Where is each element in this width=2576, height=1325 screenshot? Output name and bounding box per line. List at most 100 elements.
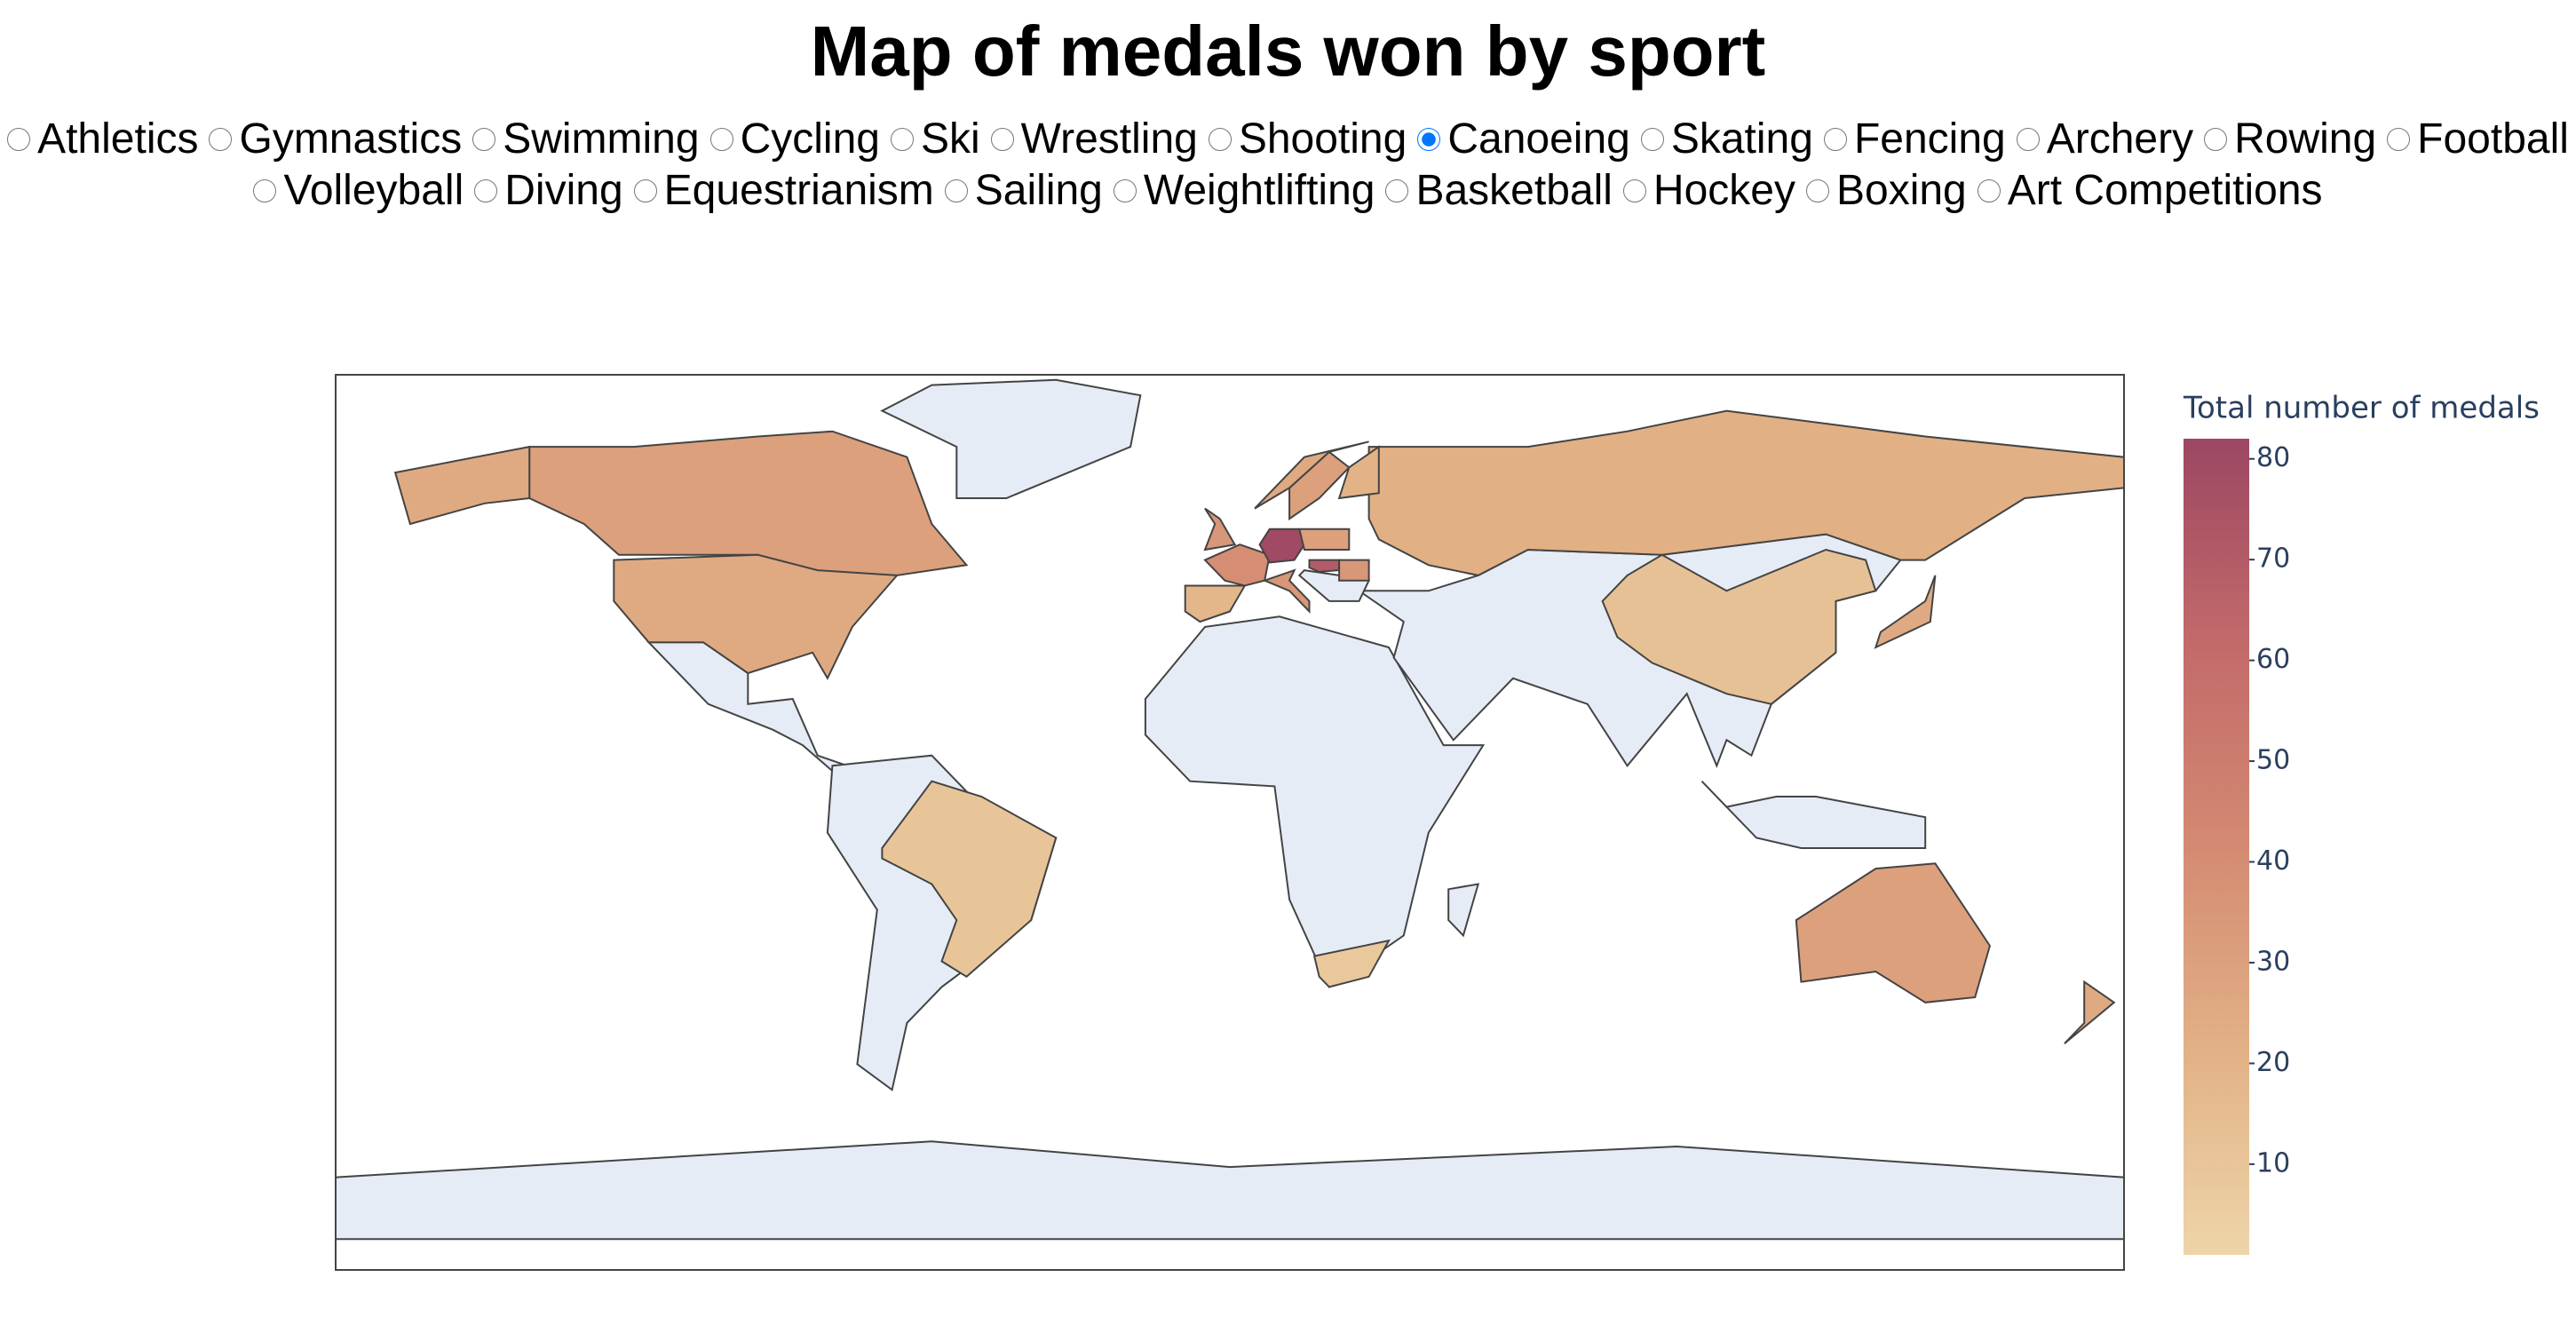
country	[1337, 445, 1380, 500]
sport-radio[interactable]	[1640, 128, 1664, 151]
country	[613, 553, 900, 680]
sport-radio[interactable]	[944, 179, 968, 202]
sport-option[interactable]: Boxing	[1801, 165, 1967, 217]
sport-option[interactable]: Rowing	[2199, 114, 2376, 165]
sport-radio[interactable]	[253, 179, 277, 202]
sport-radio[interactable]	[209, 128, 233, 151]
sport-radio[interactable]	[1113, 179, 1137, 202]
sport-option[interactable]: Diving	[469, 165, 623, 217]
sport-label: Basketball	[1415, 167, 1613, 214]
sport-label: Cycling	[740, 115, 880, 163]
country	[1601, 548, 1877, 705]
sport-label: Hockey	[1653, 167, 1795, 214]
colorbar-tick-label: 20	[2256, 1047, 2290, 1078]
country	[1203, 507, 1237, 551]
sport-radio[interactable]	[2204, 128, 2228, 151]
colorbar	[2184, 439, 2249, 1255]
sport-radio[interactable]	[2016, 128, 2040, 151]
country	[2064, 980, 2116, 1044]
country	[528, 430, 969, 592]
sport-label: Equestrianism	[663, 167, 934, 214]
sport-radio[interactable]	[1805, 179, 1829, 202]
sport-option[interactable]: Shooting	[1203, 114, 1407, 165]
sport-radio-group: Athletics Gymnastics Swimming Cycling Ski Wre…	[0, 114, 2576, 217]
country	[393, 445, 531, 526]
land-no-data	[826, 754, 1058, 1091]
country	[1874, 575, 1937, 649]
sport-option[interactable]: Canoeing	[1412, 114, 1630, 165]
sport-option[interactable]: Equestrianism	[629, 165, 934, 217]
sport-radio[interactable]	[890, 128, 914, 151]
sport-option[interactable]: Hockey	[1618, 165, 1795, 217]
sport-radio[interactable]	[2387, 128, 2411, 151]
land-no-data	[1144, 615, 1486, 988]
colorbar-tick-label: 30	[2256, 946, 2290, 977]
sport-label: Archery	[2046, 115, 2194, 163]
sport-option[interactable]: Sailing	[939, 165, 1103, 217]
country	[1312, 939, 1391, 988]
sport-radio[interactable]	[474, 179, 498, 202]
sport-option[interactable]: Gymnastics	[203, 114, 462, 165]
land-no-data	[335, 1140, 2125, 1241]
colorbar-title: Total number of medals	[2183, 391, 2540, 426]
sport-radio[interactable]	[472, 128, 496, 151]
sport-option[interactable]: Ski	[885, 114, 980, 165]
sport-option[interactable]: Basketball	[1380, 165, 1613, 217]
sport-option[interactable]: Cycling	[705, 114, 880, 165]
sport-radio[interactable]	[1823, 128, 1847, 151]
sport-label: Weightlifting	[1143, 167, 1375, 214]
land-no-data	[1700, 781, 1927, 849]
sport-radio[interactable]	[1977, 179, 2001, 202]
sport-label: Swimming	[503, 115, 700, 163]
land-no-data	[1297, 569, 1371, 602]
sport-radio[interactable]	[633, 179, 657, 202]
sport-label: Gymnastics	[239, 115, 463, 163]
sport-label: Canoeing	[1447, 115, 1630, 163]
country	[1203, 543, 1271, 587]
sport-option[interactable]: Weightlifting	[1108, 165, 1375, 217]
sport-label: Wrestling	[1020, 115, 1198, 163]
sport-option[interactable]: Archery	[2011, 114, 2193, 165]
sport-radio[interactable]	[709, 128, 733, 151]
sport-label: Volleyball	[283, 167, 464, 214]
page-title: Map of medals won by sport	[810, 12, 1766, 91]
sport-radio[interactable]	[1208, 128, 1232, 151]
country	[1367, 409, 2125, 576]
sport-label: Shooting	[1238, 115, 1407, 163]
country	[1262, 568, 1311, 614]
sport-label: Football	[2417, 115, 2569, 163]
sport-option[interactable]: Volleyball	[248, 165, 464, 217]
country	[1308, 559, 1341, 573]
country	[881, 780, 1058, 979]
land-no-data	[880, 378, 1142, 499]
country	[1298, 528, 1351, 551]
sport-label: Rowing	[2234, 115, 2377, 163]
sport-radio[interactable]	[1622, 179, 1646, 202]
colorbar-tick-label: 60	[2256, 644, 2290, 675]
colorbar-tick-label: 80	[2256, 442, 2290, 473]
land-no-data	[1356, 533, 1902, 769]
sport-label: Athletics	[37, 115, 199, 163]
sport-label: Art Competitions	[2007, 167, 2323, 214]
sport-option[interactable]: Skating	[1636, 114, 1813, 165]
sport-label: Ski	[920, 115, 980, 163]
sport-radio[interactable]	[7, 128, 31, 151]
colorbar-tick-label: 10	[2256, 1147, 2290, 1178]
country	[1338, 559, 1370, 582]
sport-option[interactable]: Football	[2382, 114, 2569, 165]
sport-radio[interactable]	[1385, 179, 1409, 202]
sport-option[interactable]: Fencing	[1819, 114, 2006, 165]
land-no-data	[1447, 883, 1480, 938]
sport-radio[interactable]	[1417, 128, 1441, 151]
sport-label: Diving	[504, 167, 623, 214]
sport-radio[interactable]	[990, 128, 1014, 151]
country	[1254, 440, 1369, 510]
sport-option[interactable]: Swimming	[467, 114, 700, 165]
sport-option[interactable]: Athletics	[2, 114, 198, 165]
sport-option[interactable]: Art Competitions	[1972, 165, 2323, 217]
sport-option[interactable]: Wrestling	[986, 114, 1198, 165]
colorbar-tick-label: 50	[2256, 745, 2290, 776]
sport-label: Fencing	[1853, 115, 2006, 163]
country	[1288, 450, 1351, 521]
country	[1258, 528, 1305, 564]
